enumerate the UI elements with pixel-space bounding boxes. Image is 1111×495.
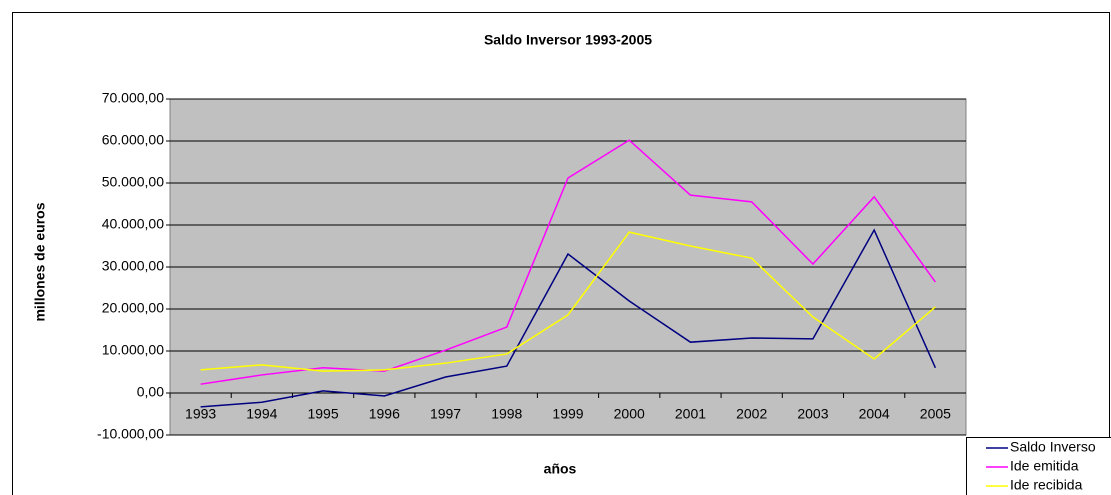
- x-tick-label: 1996: [369, 406, 400, 422]
- y-tick-label: 10.000,00: [102, 342, 164, 358]
- y-tick-label: 60.000,00: [102, 132, 164, 148]
- legend-label: Saldo Inverso: [1010, 439, 1096, 455]
- x-tick-label: 1999: [552, 406, 583, 422]
- y-tick-label: 70.000,00: [102, 90, 164, 106]
- y-axis-label: millones de euros: [32, 202, 48, 321]
- x-tick-label: 1993: [185, 406, 216, 422]
- x-tick-label: 2003: [797, 406, 828, 422]
- y-tick-label: 50.000,00: [102, 174, 164, 190]
- x-tick-label: 2004: [859, 406, 890, 422]
- series-line: [200, 228, 937, 408]
- x-tick-label: 1994: [246, 406, 277, 422]
- y-tick-label: 20.000,00: [102, 300, 164, 316]
- y-tick-label: -10.000,00: [97, 426, 164, 442]
- x-axis-label: años: [544, 461, 577, 477]
- y-tick-label: 30.000,00: [102, 258, 164, 274]
- x-tick-label: 2001: [675, 406, 706, 422]
- legend-label: Ide emitida: [1010, 458, 1079, 474]
- x-tick-label: 1995: [307, 406, 338, 422]
- x-tick-label: 2000: [614, 406, 645, 422]
- x-tick-label: 2002: [736, 406, 767, 422]
- legend-label: Ide recibida: [1010, 477, 1083, 493]
- x-tick-label: 1997: [430, 406, 461, 422]
- x-tick-label: 1998: [491, 406, 522, 422]
- series-line: [200, 139, 936, 385]
- series-line: [200, 231, 936, 372]
- x-tick-label: 2005: [920, 406, 951, 422]
- chart-title: Saldo Inversor 1993-2005: [484, 32, 652, 48]
- y-tick-label: 40.000,00: [102, 216, 164, 232]
- y-tick-label: 0,00: [137, 384, 164, 400]
